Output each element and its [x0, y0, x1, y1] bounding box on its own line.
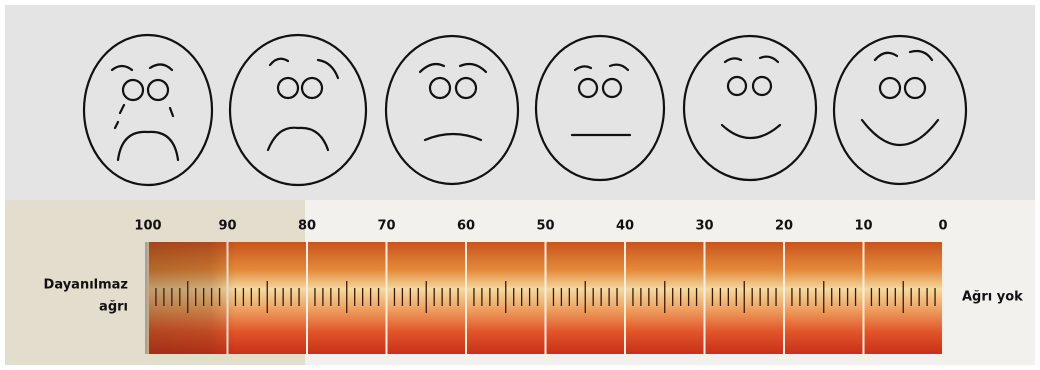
scale-label: 40 — [616, 219, 634, 234]
right-label: Ağrı yok — [962, 290, 1023, 305]
left-label: Dayanılmaz — [44, 278, 128, 293]
scale-label: 20 — [775, 219, 793, 234]
scale-label: 30 — [695, 219, 713, 234]
scale-label: 100 — [134, 219, 161, 234]
scale-label: 90 — [218, 219, 236, 234]
scale-label: 0 — [938, 219, 947, 234]
scale-label: 10 — [854, 219, 872, 234]
scale-label: 60 — [457, 219, 475, 234]
ruler-shade — [145, 242, 405, 354]
left-label: ağrı — [99, 300, 128, 315]
scale-label: 50 — [536, 219, 554, 234]
scale-label: 80 — [298, 219, 316, 234]
faces-panel — [5, 5, 1035, 200]
scale-label: 70 — [377, 219, 395, 234]
pain-scale: 1009080706050403020100 Dayanılmaz ağrı A… — [0, 0, 1040, 370]
